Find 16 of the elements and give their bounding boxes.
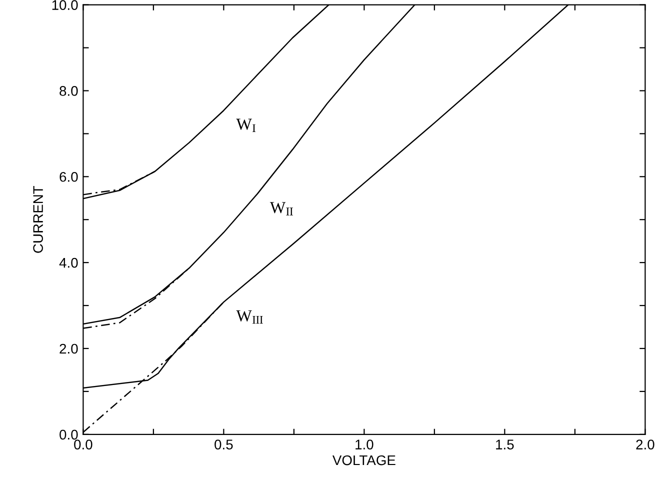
y-tick-label: 8.0 xyxy=(60,86,78,96)
x-tick-label: 0.0 xyxy=(74,440,92,450)
x-axis-title: VOLTAGE xyxy=(332,455,396,466)
series-label: W$_{II}$ xyxy=(270,202,293,216)
x-tick-label: 0.5 xyxy=(214,440,233,450)
y-tick-label: 4.0 xyxy=(59,258,78,268)
series-label: W$_{I}$ xyxy=(236,118,256,132)
y-tick-label: 0.0 xyxy=(60,430,78,440)
x-tick-label: 1.5 xyxy=(496,440,514,450)
y-tick-label: 6.0 xyxy=(60,172,78,182)
x-tick-label: 2.0 xyxy=(636,440,654,450)
y-axis-title: CURRENT xyxy=(33,186,43,253)
y-tick-label: 10.0 xyxy=(52,0,78,10)
series-label: W$_{III}$ xyxy=(236,310,263,324)
x-tick-label: 1.0 xyxy=(356,440,374,450)
y-tick-label: 2.0 xyxy=(60,344,78,354)
